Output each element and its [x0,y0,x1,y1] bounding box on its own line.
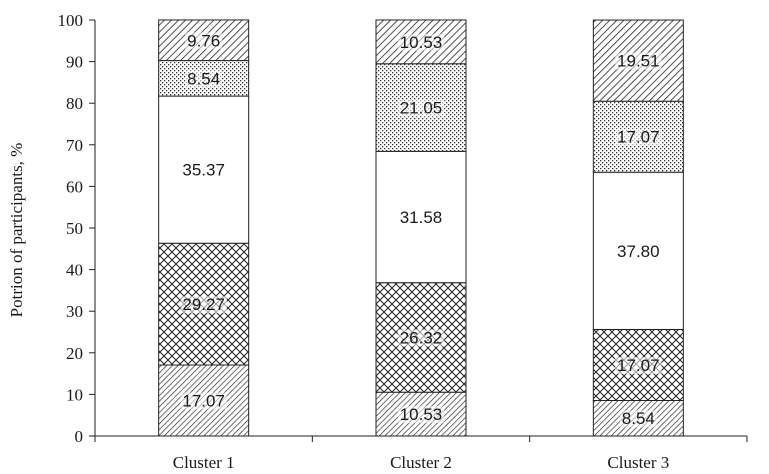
data-label: 29.27 [180,295,227,314]
data-label: 35.37 [182,161,225,180]
y-tick-label: 70 [66,136,83,155]
data-label-bg [180,296,227,314]
data-label-text: 8.54 [187,69,220,88]
data-label: 37.80 [617,242,660,261]
data-label: 8.54 [619,409,657,428]
data-label: 10.53 [397,33,445,52]
data-label: 8.54 [185,69,223,88]
data-label: 10.53 [397,405,445,424]
data-label-text: 10.53 [400,405,443,424]
data-label-bg [397,33,445,51]
data-label-bg [615,128,662,146]
data-label-text: 17.07 [617,128,660,147]
bar-segment [158,95,250,244]
data-label-bg [615,52,662,70]
y-tick-label: 80 [66,94,83,113]
y-tick-label: 30 [66,302,83,321]
y-tick-label: 20 [66,344,83,363]
data-label-bg [619,410,657,428]
x-category-label: Cluster 1 [173,453,235,472]
data-label-bg [185,70,223,88]
data-label-text: 9.76 [187,31,220,50]
y-tick-label: 90 [66,53,83,72]
bar-segment [375,150,467,284]
data-label: 31.58 [400,208,443,227]
data-label-text: 31.58 [400,208,443,227]
bar-segment [592,171,684,330]
data-label-bg [397,329,445,347]
data-label: 26.32 [397,328,445,347]
y-tick-label: 60 [66,177,83,196]
y-tick-label: 40 [66,261,83,280]
data-label: 17.07 [615,128,662,147]
data-label: 17.07 [180,391,227,410]
data-label-text: 10.53 [400,33,443,52]
data-label: 21.05 [397,99,445,118]
data-label-bg [180,392,227,410]
data-label: 19.51 [615,52,662,71]
data-label-bg [397,99,445,117]
y-tick-label: 0 [75,427,84,446]
data-labels-group: 17.07 29.27 35.37 8.54 9.76 10.53 26.32 31.58 21… [180,31,662,428]
data-label-text: 21.05 [400,99,443,118]
data-label-text: 17.07 [182,391,225,410]
y-tick-label: 10 [66,385,83,404]
y-axis: 0 10 20 30 40 50 60 70 80 90 100 [58,11,96,446]
data-label-text: 17.07 [617,356,660,375]
x-category-label: Cluster 2 [390,453,452,472]
data-label-text: 37.80 [617,242,660,261]
x-axis: Cluster 1 Cluster 2 Cluster 3 [94,435,748,472]
data-label-text: 29.27 [182,295,225,314]
x-category-label: Cluster 3 [607,453,669,472]
data-label-text: 26.32 [400,328,443,347]
data-label-text: 19.51 [617,52,660,71]
data-label-text: 35.37 [182,161,225,180]
y-tick-label: 100 [58,11,84,30]
data-label-bg [185,32,223,50]
data-label-bg [615,356,662,374]
data-label: 9.76 [185,31,223,50]
y-axis-title: Potrion of participants, % [7,143,26,318]
bars-group [158,19,684,437]
data-label: 17.07 [615,356,662,375]
y-tick-label: 50 [66,219,83,238]
data-label-bg [397,406,445,424]
data-label-text: 8.54 [622,409,655,428]
